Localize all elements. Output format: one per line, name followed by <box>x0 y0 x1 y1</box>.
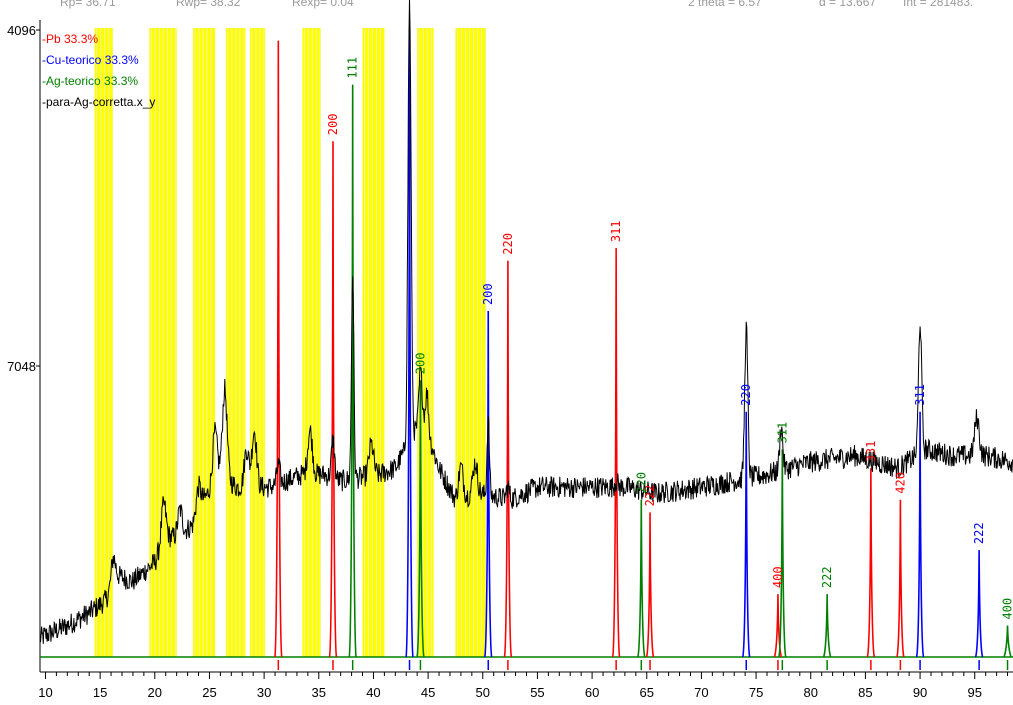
hkl-label-cu-200: 200 <box>481 283 495 305</box>
reflection-pb-52.3 <box>503 260 513 658</box>
observed-pattern <box>39 0 1013 644</box>
axes: 10 15 20 25 30 35 40 45 50 55 60 65 70 75 80 85 90 95 4096… <box>7 20 1013 700</box>
hkl-labels: 200 220 311 222 400 331 420 200 220 311 222 111 200 2… <box>326 57 1013 620</box>
legend-item-pb: -Pb 33.3% <box>42 32 99 46</box>
excluded-region-3 <box>225 28 246 657</box>
observed-pattern-line <box>39 0 1013 644</box>
excluded-region-4 <box>249 28 266 657</box>
reflection-cu-95.4 <box>974 550 984 658</box>
x-tick-label-15: 15 <box>93 685 107 700</box>
rp-value: Rp= 36.71 <box>60 0 116 9</box>
x-tick-label-90: 90 <box>913 685 927 700</box>
hkl-label-ag-222: 222 <box>820 566 834 588</box>
legend-item-data: -para-Ag-corretta.x_y <box>42 95 156 109</box>
hkl-label-cu-222: 222 <box>972 522 986 544</box>
two-theta-readout: 2 theta = 6.57 <box>688 0 762 9</box>
excluded-region-6 <box>362 28 385 657</box>
reflection-ag-38.1 <box>348 84 357 658</box>
excluded-region-2 <box>193 28 215 657</box>
x-tick-label-40: 40 <box>366 685 380 700</box>
excluded-region-1 <box>149 28 177 657</box>
x-tick-label-20: 20 <box>148 685 162 700</box>
legend-label-cu: Cu-teorico 33.3% <box>46 53 139 67</box>
reflection-pb-88.2 <box>896 499 905 658</box>
reflection-cu-90 <box>915 411 925 658</box>
reflection-ag-81.5 <box>822 594 832 658</box>
hkl-label-ag-220: 220 <box>634 472 648 494</box>
reflection-ag-64.5 <box>637 499 646 658</box>
y-tick-label-4096: 4096 <box>7 23 36 38</box>
hkl-label-pb-331: 331 <box>864 441 878 463</box>
hkl-label-ag-400: 400 <box>1001 598 1013 620</box>
reflection-tick-marks <box>277 660 1009 670</box>
reflection-cu-74.1 <box>741 411 751 658</box>
excluded-region-5 <box>302 28 321 657</box>
d-spacing-readout: d = 13.667 <box>819 0 877 9</box>
hkl-label-pb-220: 220 <box>501 233 515 255</box>
reflection-pb-36.3 <box>328 141 338 658</box>
hkl-label-ag-311: 311 <box>775 422 789 444</box>
hkl-label-pb-222: 222 <box>643 485 657 507</box>
hkl-label-pb-420: 420 <box>893 472 907 494</box>
excluded-regions <box>94 28 487 657</box>
hkl-label-pb-200: 200 <box>326 114 340 136</box>
x-tick-label-70: 70 <box>694 685 708 700</box>
reflection-ag-44.3 <box>416 380 425 658</box>
hkl-label-ag-200: 200 <box>413 353 427 375</box>
x-tick-label-30: 30 <box>257 685 271 700</box>
legend-item-cu: -Cu-teorico 33.3% <box>42 53 139 67</box>
reflection-pb-65.3 <box>645 512 655 658</box>
x-tick-label-80: 80 <box>804 685 818 700</box>
x-tick-label-45: 45 <box>421 685 435 700</box>
reflection-pb-62.2 <box>611 248 621 658</box>
x-tick-label-35: 35 <box>312 685 326 700</box>
x-tick-label-95: 95 <box>968 685 982 700</box>
hkl-label-cu-311: 311 <box>913 384 927 406</box>
y-tick-label-7048: 7048 <box>7 359 36 374</box>
hkl-label-cu-220: 220 <box>739 384 753 406</box>
excluded-region-8 <box>455 28 487 657</box>
x-tick-label-10: 10 <box>38 685 52 700</box>
legend-item-ag: -Ag-teorico 33.3% <box>42 74 139 88</box>
legend-label-ag: Ag-teorico 33.3% <box>46 74 139 88</box>
x-tick-label-55: 55 <box>530 685 544 700</box>
legend-label-pb: Pb 33.3% <box>46 32 99 46</box>
x-tick-label-65: 65 <box>640 685 654 700</box>
legend-label-data: para-Ag-corretta.x_y <box>46 95 156 109</box>
intensity-readout: Int = 281483. <box>903 0 974 9</box>
hkl-label-pb-400: 400 <box>771 566 785 588</box>
x-tick-label-50: 50 <box>476 685 490 700</box>
hkl-label-pb-311: 311 <box>609 220 623 242</box>
excluded-region-0 <box>94 28 114 657</box>
x-tick-label-60: 60 <box>585 685 599 700</box>
reflection-ag-98 <box>1003 625 1012 658</box>
x-tick-label-85: 85 <box>858 685 872 700</box>
reflection-ag-77.4 <box>778 449 787 658</box>
x-tick-label-75: 75 <box>749 685 763 700</box>
reflection-pb-31.3 <box>274 40 283 658</box>
rwp-value: Rwp= 38.32 <box>176 0 241 9</box>
reflection-pb-85.5 <box>866 468 876 658</box>
hkl-label-ag-111: 111 <box>346 57 360 79</box>
reflection-cu-50.5 <box>483 311 493 658</box>
x-tick-label-25: 25 <box>202 685 216 700</box>
rexp-value: Rexp= 0.04 <box>292 0 354 9</box>
